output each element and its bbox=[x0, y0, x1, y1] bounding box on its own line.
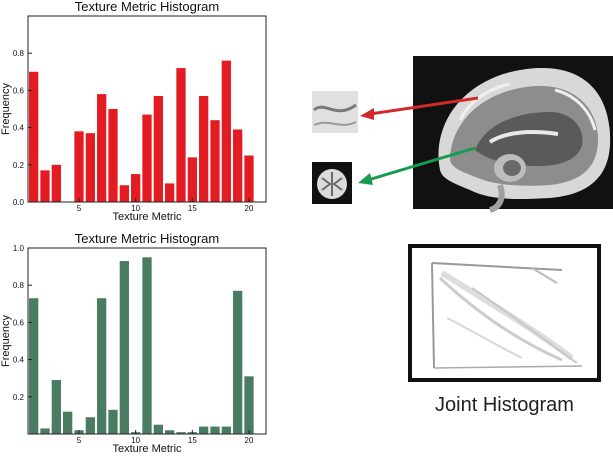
bar-2 bbox=[40, 170, 50, 202]
joint-histogram-label: Joint Histogram bbox=[435, 394, 574, 416]
bar-18 bbox=[221, 426, 231, 434]
bar-12 bbox=[153, 424, 163, 434]
bar-17 bbox=[210, 426, 220, 434]
x-tick-label: 20 bbox=[245, 436, 254, 445]
y-tick-label: 0.6 bbox=[13, 86, 25, 95]
white-matter-patch bbox=[312, 91, 358, 133]
bar-17 bbox=[210, 120, 220, 202]
x-tick-label: 15 bbox=[188, 436, 197, 445]
x-tick-label: 20 bbox=[245, 204, 254, 213]
bar-19 bbox=[233, 129, 243, 202]
y-tick-label: 0.2 bbox=[13, 393, 25, 402]
bar-14 bbox=[176, 68, 186, 202]
y-axis-label: Frequency bbox=[0, 83, 12, 135]
bar-9 bbox=[119, 185, 129, 202]
y-tick-label: 1.0 bbox=[13, 244, 25, 253]
bar-8 bbox=[108, 409, 118, 434]
green-arrow bbox=[358, 146, 476, 185]
bar-19 bbox=[233, 290, 243, 434]
bar-6 bbox=[85, 133, 95, 202]
y-tick-label: 0.8 bbox=[13, 281, 25, 290]
bar-16 bbox=[199, 95, 209, 202]
bar-1 bbox=[29, 71, 39, 202]
histogram-svg-1: Texture Metric Histogram 0.2 0.4 0.6 0.8 1.0 5… bbox=[0, 232, 267, 455]
y-tick-label: 0.8 bbox=[13, 49, 25, 58]
bar-18 bbox=[221, 60, 231, 202]
bar-11 bbox=[142, 257, 152, 434]
bar-3 bbox=[51, 380, 61, 434]
bar-4 bbox=[63, 411, 73, 434]
y-tick-label: 0.0 bbox=[13, 198, 25, 207]
top-texture-histogram: Texture Metric Histogram 0.0 0.2 0.4 0.6 0.8 5… bbox=[0, 0, 275, 225]
bar-11 bbox=[142, 114, 152, 202]
bar-13 bbox=[165, 430, 175, 434]
histogram-svg-0: Texture Metric Histogram 0.0 0.2 0.4 0.6 0.8 5… bbox=[0, 0, 267, 223]
x-tick-label: 10 bbox=[131, 436, 140, 445]
y-tick-label: 0.4 bbox=[13, 124, 25, 133]
bar-20 bbox=[244, 155, 254, 202]
cerebellum-patch bbox=[312, 162, 352, 204]
mri-brain-image bbox=[413, 56, 613, 213]
y-axis-label: Frequency bbox=[0, 315, 12, 367]
bar-15 bbox=[187, 157, 197, 202]
bar-7 bbox=[97, 298, 107, 434]
red-arrow bbox=[360, 96, 479, 120]
y-tick-label: 0.4 bbox=[13, 356, 25, 365]
bar-20 bbox=[244, 376, 254, 434]
chart-title: Texture Metric Histogram bbox=[75, 0, 219, 14]
x-tick-label: 5 bbox=[77, 436, 82, 445]
x-axis-label: Texture Metric bbox=[112, 443, 182, 455]
x-tick-label: 15 bbox=[188, 204, 197, 213]
y-tick-label: 0.2 bbox=[13, 161, 25, 170]
y-tick-label: 0.6 bbox=[13, 318, 25, 327]
bar-1 bbox=[29, 298, 39, 434]
bar-12 bbox=[153, 95, 163, 202]
x-tick-label: 10 bbox=[131, 204, 140, 213]
bar-2 bbox=[40, 428, 50, 434]
bottom-texture-histogram: Texture Metric Histogram 0.2 0.4 0.6 0.8 1.0 5… bbox=[0, 232, 275, 457]
mri-panel bbox=[300, 50, 613, 215]
bar-16 bbox=[199, 426, 209, 434]
chart-title: Texture Metric Histogram bbox=[75, 232, 219, 246]
x-tick-label: 5 bbox=[77, 204, 82, 213]
bar-10 bbox=[131, 174, 141, 202]
bar-5 bbox=[74, 131, 84, 202]
bar-6 bbox=[85, 417, 95, 434]
bar-8 bbox=[108, 109, 118, 202]
bar-9 bbox=[119, 261, 129, 434]
bar-7 bbox=[97, 94, 107, 202]
joint-histogram-plot bbox=[408, 244, 601, 382]
bar-13 bbox=[165, 183, 175, 202]
bar-14 bbox=[176, 432, 186, 434]
x-axis-label: Texture Metric bbox=[112, 211, 182, 223]
plot-frame bbox=[27, 247, 267, 435]
plot-frame bbox=[27, 15, 267, 203]
bar-3 bbox=[51, 164, 61, 202]
